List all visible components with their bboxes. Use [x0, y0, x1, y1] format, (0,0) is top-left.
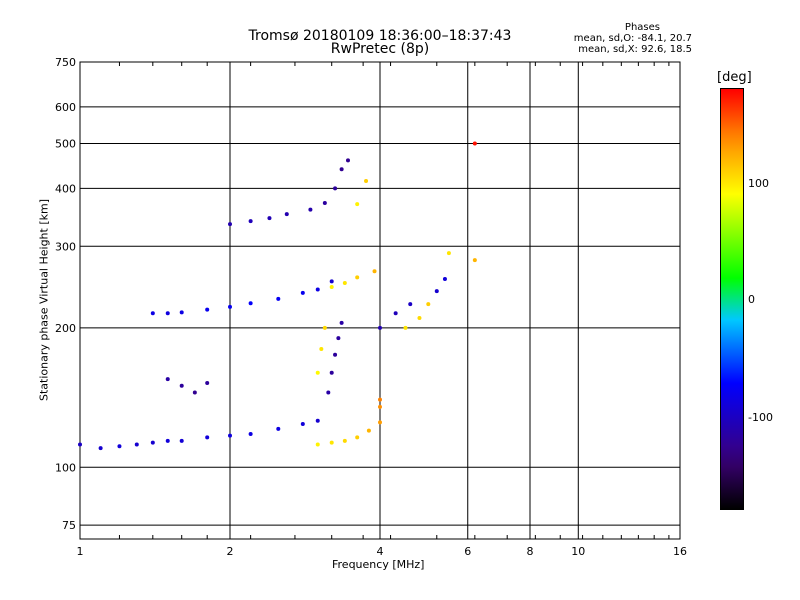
y-tick-label: 400: [55, 182, 76, 195]
data-point: [378, 404, 382, 409]
y-tick-label: 200: [55, 322, 76, 335]
data-point: [339, 320, 344, 325]
colorbar-tick-label: 100: [748, 177, 769, 190]
data-point: [326, 390, 331, 395]
colorbar-tick-label: -100: [748, 411, 773, 424]
data-point: [342, 438, 347, 443]
data-point: [315, 370, 320, 375]
data-point: [345, 158, 350, 163]
data-point: [446, 251, 451, 256]
data-point: [165, 377, 170, 382]
data-point: [329, 279, 334, 284]
y-tick-label: 600: [55, 101, 76, 114]
data-point: [364, 179, 369, 184]
y-axis-label: Stationary phase Virtual Height [km]: [37, 198, 51, 402]
data-point: [329, 440, 334, 445]
data-point: [372, 269, 377, 274]
data-point: [342, 280, 347, 285]
data-point: [228, 222, 232, 227]
y-tick-label: 500: [55, 138, 76, 151]
phase-colorbar: [720, 88, 744, 510]
data-point: [179, 310, 184, 315]
data-point: [319, 347, 324, 352]
x-tick-label: 10: [571, 545, 585, 558]
data-point: [355, 202, 360, 207]
data-point: [165, 311, 170, 316]
data-point: [333, 352, 338, 357]
data-point: [333, 186, 338, 191]
data-point: [205, 435, 210, 440]
data-point: [248, 431, 253, 436]
data-point: [228, 433, 232, 438]
data-point: [179, 438, 184, 443]
x-tick-label: 6: [464, 545, 471, 558]
data-point: [205, 381, 210, 386]
data-point: [378, 420, 382, 425]
data-point: [403, 325, 408, 330]
data-point: [355, 435, 360, 440]
data-point: [434, 289, 439, 294]
data-point: [336, 336, 341, 341]
x-axis-label: Frequency [MHz]: [332, 558, 425, 571]
data-point: [426, 302, 431, 307]
colorbar-unit-label: [deg]: [717, 70, 752, 85]
colorbar-tick-label: 0: [748, 293, 755, 306]
phases-title: Phases: [624, 22, 660, 33]
data-point: [417, 316, 422, 321]
data-point: [78, 442, 82, 447]
y-tick-label: 75: [62, 519, 76, 532]
x-tick-label: 8: [527, 545, 534, 558]
data-point: [267, 216, 272, 221]
data-point: [329, 370, 334, 375]
data-point: [322, 201, 327, 206]
x-tick-label: 4: [377, 545, 384, 558]
data-point: [134, 442, 139, 447]
data-point: [284, 212, 289, 217]
data-point: [355, 275, 360, 280]
data-point: [378, 397, 382, 402]
data-point: [117, 444, 122, 449]
y-tick-label: 100: [55, 461, 76, 474]
y-tick-label: 750: [55, 56, 76, 69]
data-point: [276, 296, 281, 301]
data-point: [339, 167, 344, 172]
data-point: [205, 307, 210, 312]
data-point: [366, 428, 371, 433]
y-tick-label: 300: [55, 240, 76, 253]
data-point: [472, 141, 477, 146]
data-point: [179, 383, 184, 388]
data-point: [378, 325, 382, 330]
x-tick-label: 2: [227, 545, 234, 558]
chart-title: Tromsø 20180109 18:36:00–18:37:43: [248, 28, 512, 44]
data-point: [442, 276, 447, 281]
data-point: [315, 287, 320, 292]
data-point: [150, 440, 155, 445]
data-point: [315, 442, 320, 447]
data-point: [315, 418, 320, 423]
data-point: [276, 426, 281, 431]
data-point: [98, 446, 103, 451]
x-tick-label: 16: [673, 545, 687, 558]
x-tick-label: 1: [77, 545, 84, 558]
data-point: [300, 421, 305, 426]
data-point: [150, 311, 155, 316]
data-point: [393, 311, 398, 316]
data-point: [248, 219, 253, 224]
data-point: [228, 304, 232, 309]
data-point: [308, 207, 313, 212]
phases-o-stats: mean, sd,O: -84.1, 20.7: [573, 33, 692, 44]
data-point: [329, 285, 334, 290]
data-point: [322, 325, 327, 330]
data-point: [472, 258, 477, 263]
phases-x-stats: mean, sd,X: 92.6, 18.5: [578, 44, 692, 55]
data-point: [408, 302, 413, 307]
chart-subtitle: RwPretec (8p): [330, 41, 430, 57]
data-point: [165, 438, 170, 443]
data-point: [300, 290, 305, 295]
data-point: [248, 301, 253, 306]
data-point: [192, 390, 197, 395]
